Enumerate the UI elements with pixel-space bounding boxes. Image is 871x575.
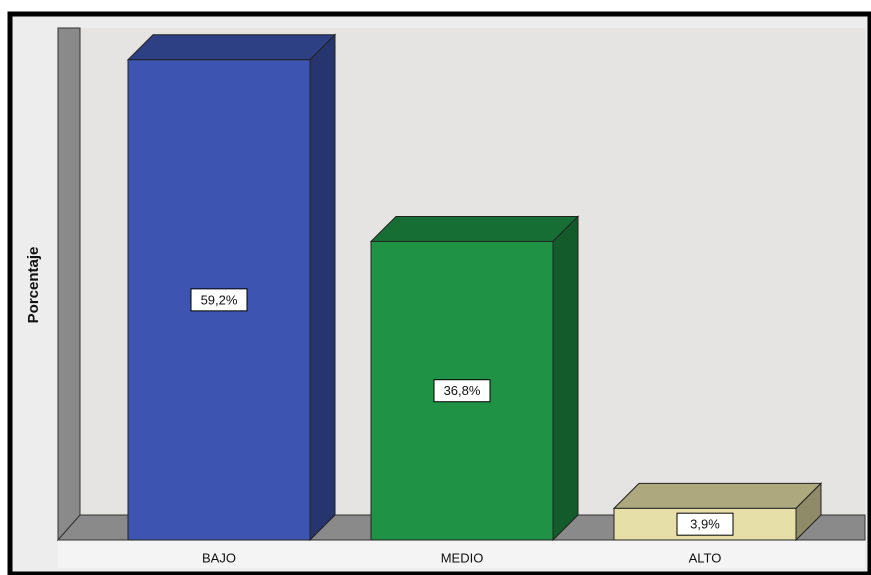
x-tick-label: MEDIO xyxy=(441,550,484,565)
value-label-box xyxy=(433,379,491,403)
value-label-box xyxy=(676,512,734,536)
side-wall xyxy=(57,27,81,542)
x-tick-label: ALTO xyxy=(689,550,722,565)
value-label: 59,2% xyxy=(201,292,238,307)
bar-top xyxy=(369,215,580,242)
bar-side xyxy=(309,33,336,542)
bar-top xyxy=(612,482,823,509)
x-tick-label: BAJO xyxy=(202,550,236,565)
bar-top xyxy=(126,34,337,61)
axis-band xyxy=(58,540,865,568)
bar-side xyxy=(552,215,579,542)
y-axis-label: Porcentaje xyxy=(25,247,42,324)
value-label-box xyxy=(190,288,248,312)
value-label: 36,8% xyxy=(444,383,481,398)
value-label: 3,9% xyxy=(690,517,720,532)
